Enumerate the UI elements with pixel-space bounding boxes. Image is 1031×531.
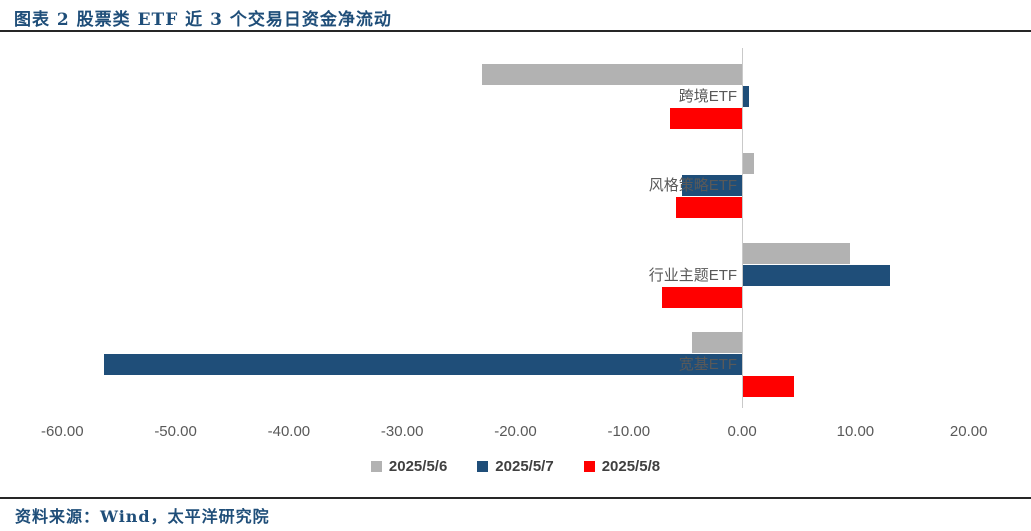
x-tick-label-5: -10.00 xyxy=(607,423,651,440)
title-divider xyxy=(0,30,1031,32)
chart-legend: 2025/5/6 2025/5/7 2025/5/8 xyxy=(0,458,1031,475)
bar-series1-cat0 xyxy=(743,85,749,107)
bar-series1-cat3 xyxy=(104,354,743,376)
bar-series0-cat0 xyxy=(481,63,743,85)
bar-series2-cat0 xyxy=(669,107,743,129)
legend-label: 2025/5/7 xyxy=(495,458,554,475)
bar-series0-cat3 xyxy=(692,332,743,354)
bar-series0-cat2 xyxy=(743,242,850,264)
legend-item-2025-5-6: 2025/5/6 xyxy=(370,458,448,475)
x-tick-label-7: 10.00 xyxy=(836,423,875,440)
bar-series1-cat2 xyxy=(743,264,891,286)
bar-series1-cat1 xyxy=(682,175,743,197)
category-label-0: 跨境ETF xyxy=(678,87,738,105)
data-source-note: 资料来源：Wind，太平洋研究院 xyxy=(15,507,270,526)
x-tick-label-0: -60.00 xyxy=(41,423,84,440)
legend-label: 2025/5/8 xyxy=(601,458,661,475)
legend-item-2025-5-8: 2025/5/8 xyxy=(583,458,661,475)
x-tick-label-8: 20.00 xyxy=(949,423,988,440)
x-tick-label-2: -40.00 xyxy=(267,423,311,440)
legend-label: 2025/5/6 xyxy=(388,458,448,475)
x-tick-label-6: 0.00 xyxy=(727,423,757,440)
category-label-2: 行业主题ETF xyxy=(648,266,738,284)
legend-item-2025-5-7: 2025/5/7 xyxy=(477,458,554,475)
category-label-3: 宽基ETF xyxy=(678,356,738,374)
x-tick-label-1: -50.00 xyxy=(154,423,197,440)
x-tick-label-3: -30.00 xyxy=(380,423,424,440)
legend-swatch-blue xyxy=(477,461,489,472)
category-label-1: 风格策略ETF xyxy=(648,177,738,195)
zero-axis-line xyxy=(742,48,744,408)
footer-divider xyxy=(0,497,1031,499)
chart-title: 图表 2 股票类 ETF 近 3 个交易日资金净流动 xyxy=(14,10,392,30)
bar-series0-cat1 xyxy=(743,153,755,175)
bar-series2-cat2 xyxy=(661,286,743,308)
bar-series2-cat3 xyxy=(743,376,795,398)
legend-swatch-gray xyxy=(370,461,382,472)
x-tick-label-4: -20.00 xyxy=(494,423,537,440)
bar-series2-cat1 xyxy=(676,197,743,219)
legend-swatch-red xyxy=(583,461,595,472)
